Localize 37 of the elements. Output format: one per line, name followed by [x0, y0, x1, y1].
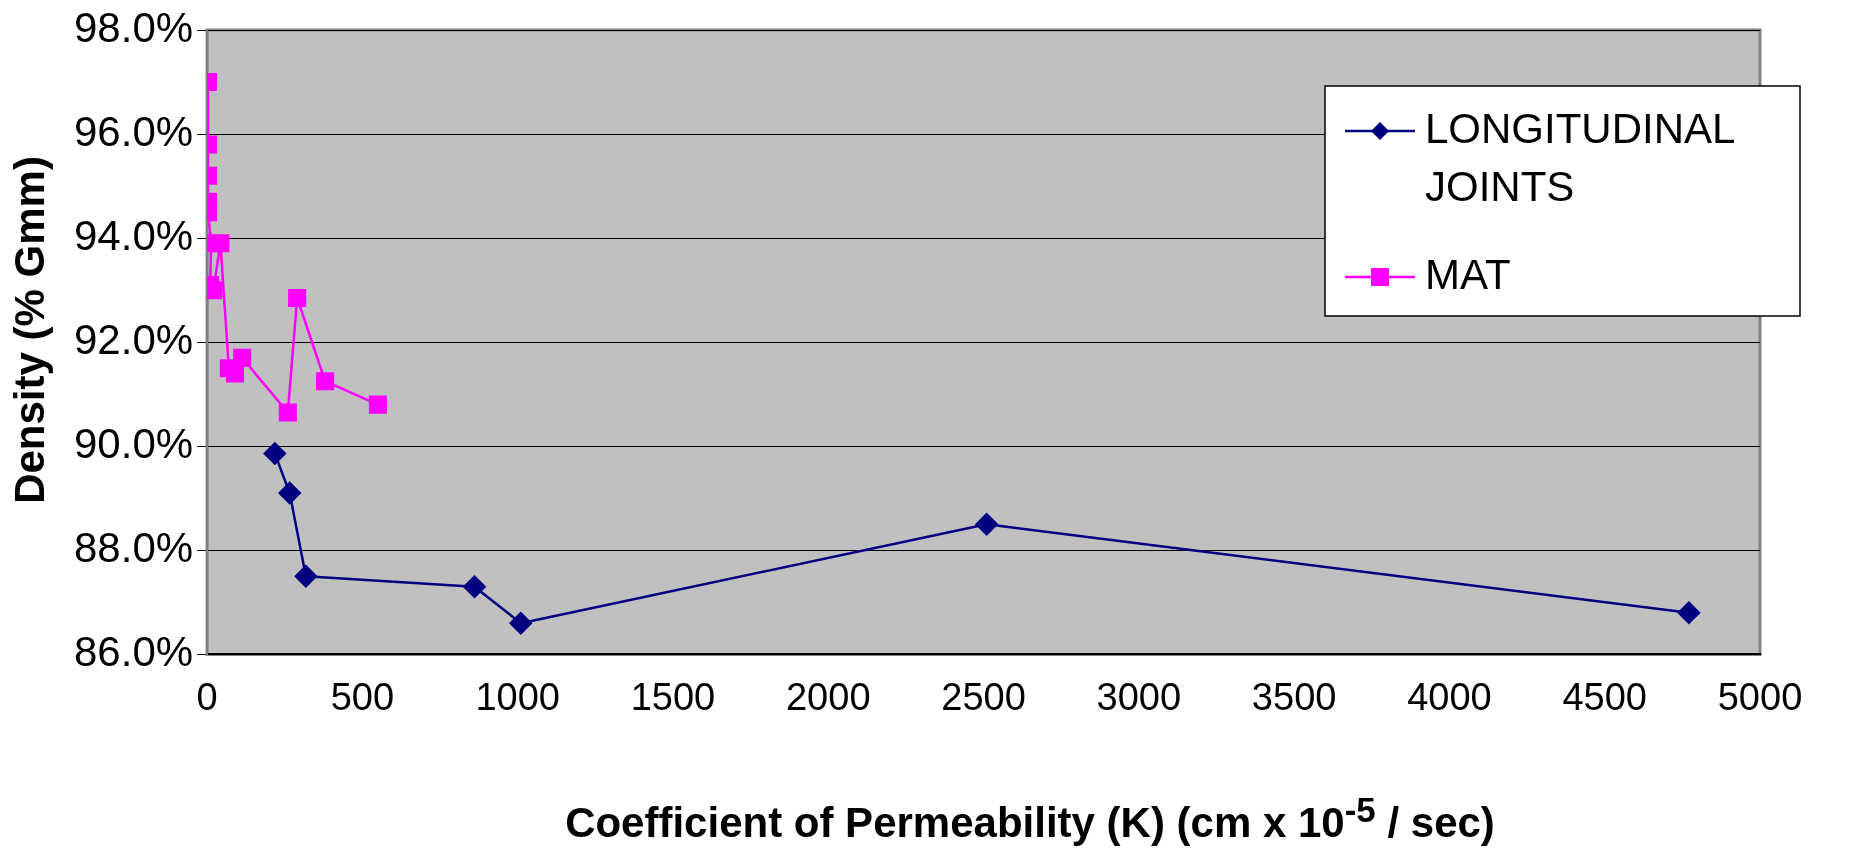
y-axis-title: Density (% Gmm) [6, 156, 54, 504]
point [1677, 601, 1701, 625]
x-tick-label: 1000 [475, 675, 560, 718]
x-tick-label: 2500 [941, 675, 1026, 718]
point [211, 234, 230, 253]
legend-label: LONGITUDINAL JOINTS [1425, 104, 1736, 210]
y-tick-label: 88.0% [74, 523, 194, 571]
point [316, 372, 335, 391]
x-tick-label: 500 [330, 675, 395, 718]
y-tick-label: 86.0% [74, 627, 194, 675]
point [509, 611, 533, 635]
x-tick-label: 4000 [1407, 675, 1492, 718]
y-tick-label: 94.0% [74, 211, 194, 259]
y-tick-label: 96.0% [74, 107, 194, 155]
y-tick-label: 92.0% [74, 315, 194, 363]
x-tick-label: 0 [196, 675, 218, 718]
x-tick-label: 3500 [1251, 675, 1337, 718]
point [463, 575, 486, 599]
x-tick-label: 3000 [1096, 675, 1182, 718]
x-tick-label: 4500 [1562, 675, 1647, 718]
point [975, 513, 998, 536]
point [263, 442, 287, 465]
point [207, 281, 223, 300]
point [368, 395, 387, 414]
x-tick-label: 5000 [1717, 675, 1803, 718]
x-axis-title: Coefficient of Permeability (K) (cm x 10$^{-5}$ / sec) [564, 790, 1496, 847]
point [294, 565, 318, 588]
point [226, 364, 245, 383]
y-tick-label: 90.0% [74, 419, 194, 467]
x-tick-label: 2000 [785, 675, 871, 718]
x-tick-label: 1500 [630, 675, 716, 718]
legend-label: MAT [1425, 250, 1511, 298]
point [278, 403, 297, 422]
point [288, 288, 307, 307]
point [278, 481, 301, 505]
point [233, 348, 252, 367]
y-tick-label: 98.0% [74, 3, 194, 51]
